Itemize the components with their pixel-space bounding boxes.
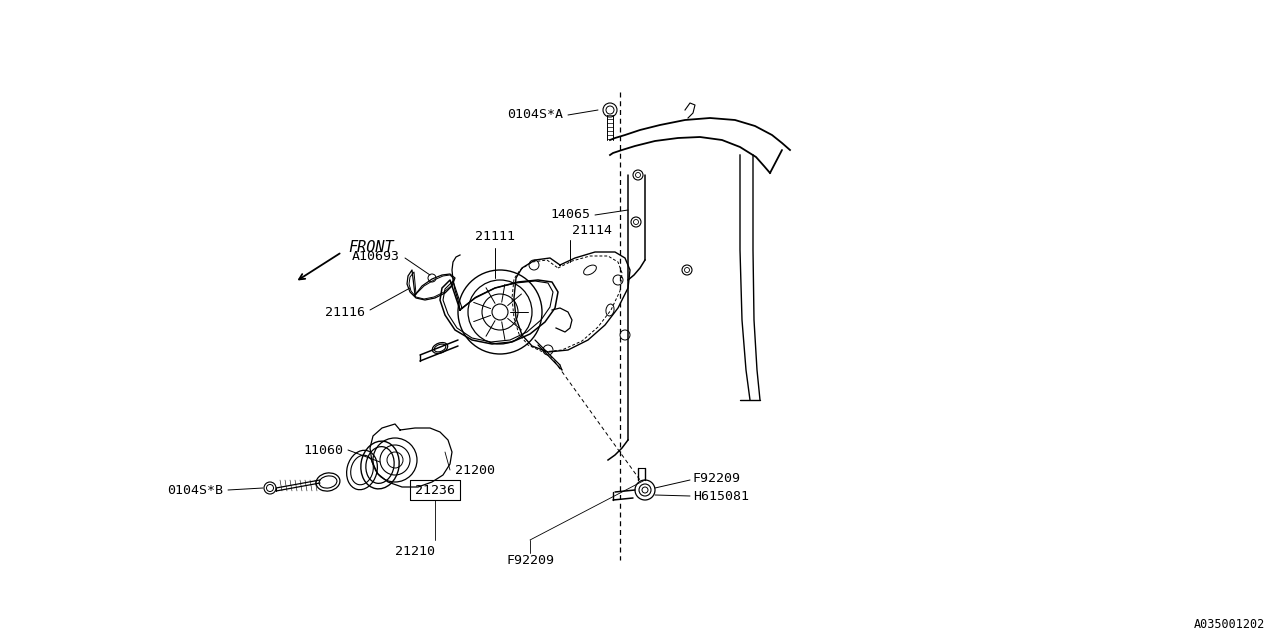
Text: 14065: 14065: [550, 209, 590, 221]
Text: 21210: 21210: [396, 545, 435, 558]
Text: H615081: H615081: [692, 490, 749, 504]
Text: 21114: 21114: [572, 224, 612, 237]
Text: 11060: 11060: [303, 444, 343, 456]
Text: FRONT: FRONT: [348, 241, 394, 255]
Text: 21116: 21116: [325, 305, 365, 319]
Text: F92209: F92209: [692, 472, 741, 484]
Text: F92209: F92209: [506, 554, 554, 566]
Text: A10693: A10693: [352, 250, 399, 262]
Text: 21200: 21200: [454, 463, 495, 477]
Text: 21236: 21236: [415, 483, 454, 497]
Text: 21111: 21111: [475, 230, 515, 243]
Text: 0104S*B: 0104S*B: [166, 483, 223, 497]
Text: A035001202: A035001202: [1194, 618, 1265, 632]
Text: 0104S*A: 0104S*A: [507, 109, 563, 122]
